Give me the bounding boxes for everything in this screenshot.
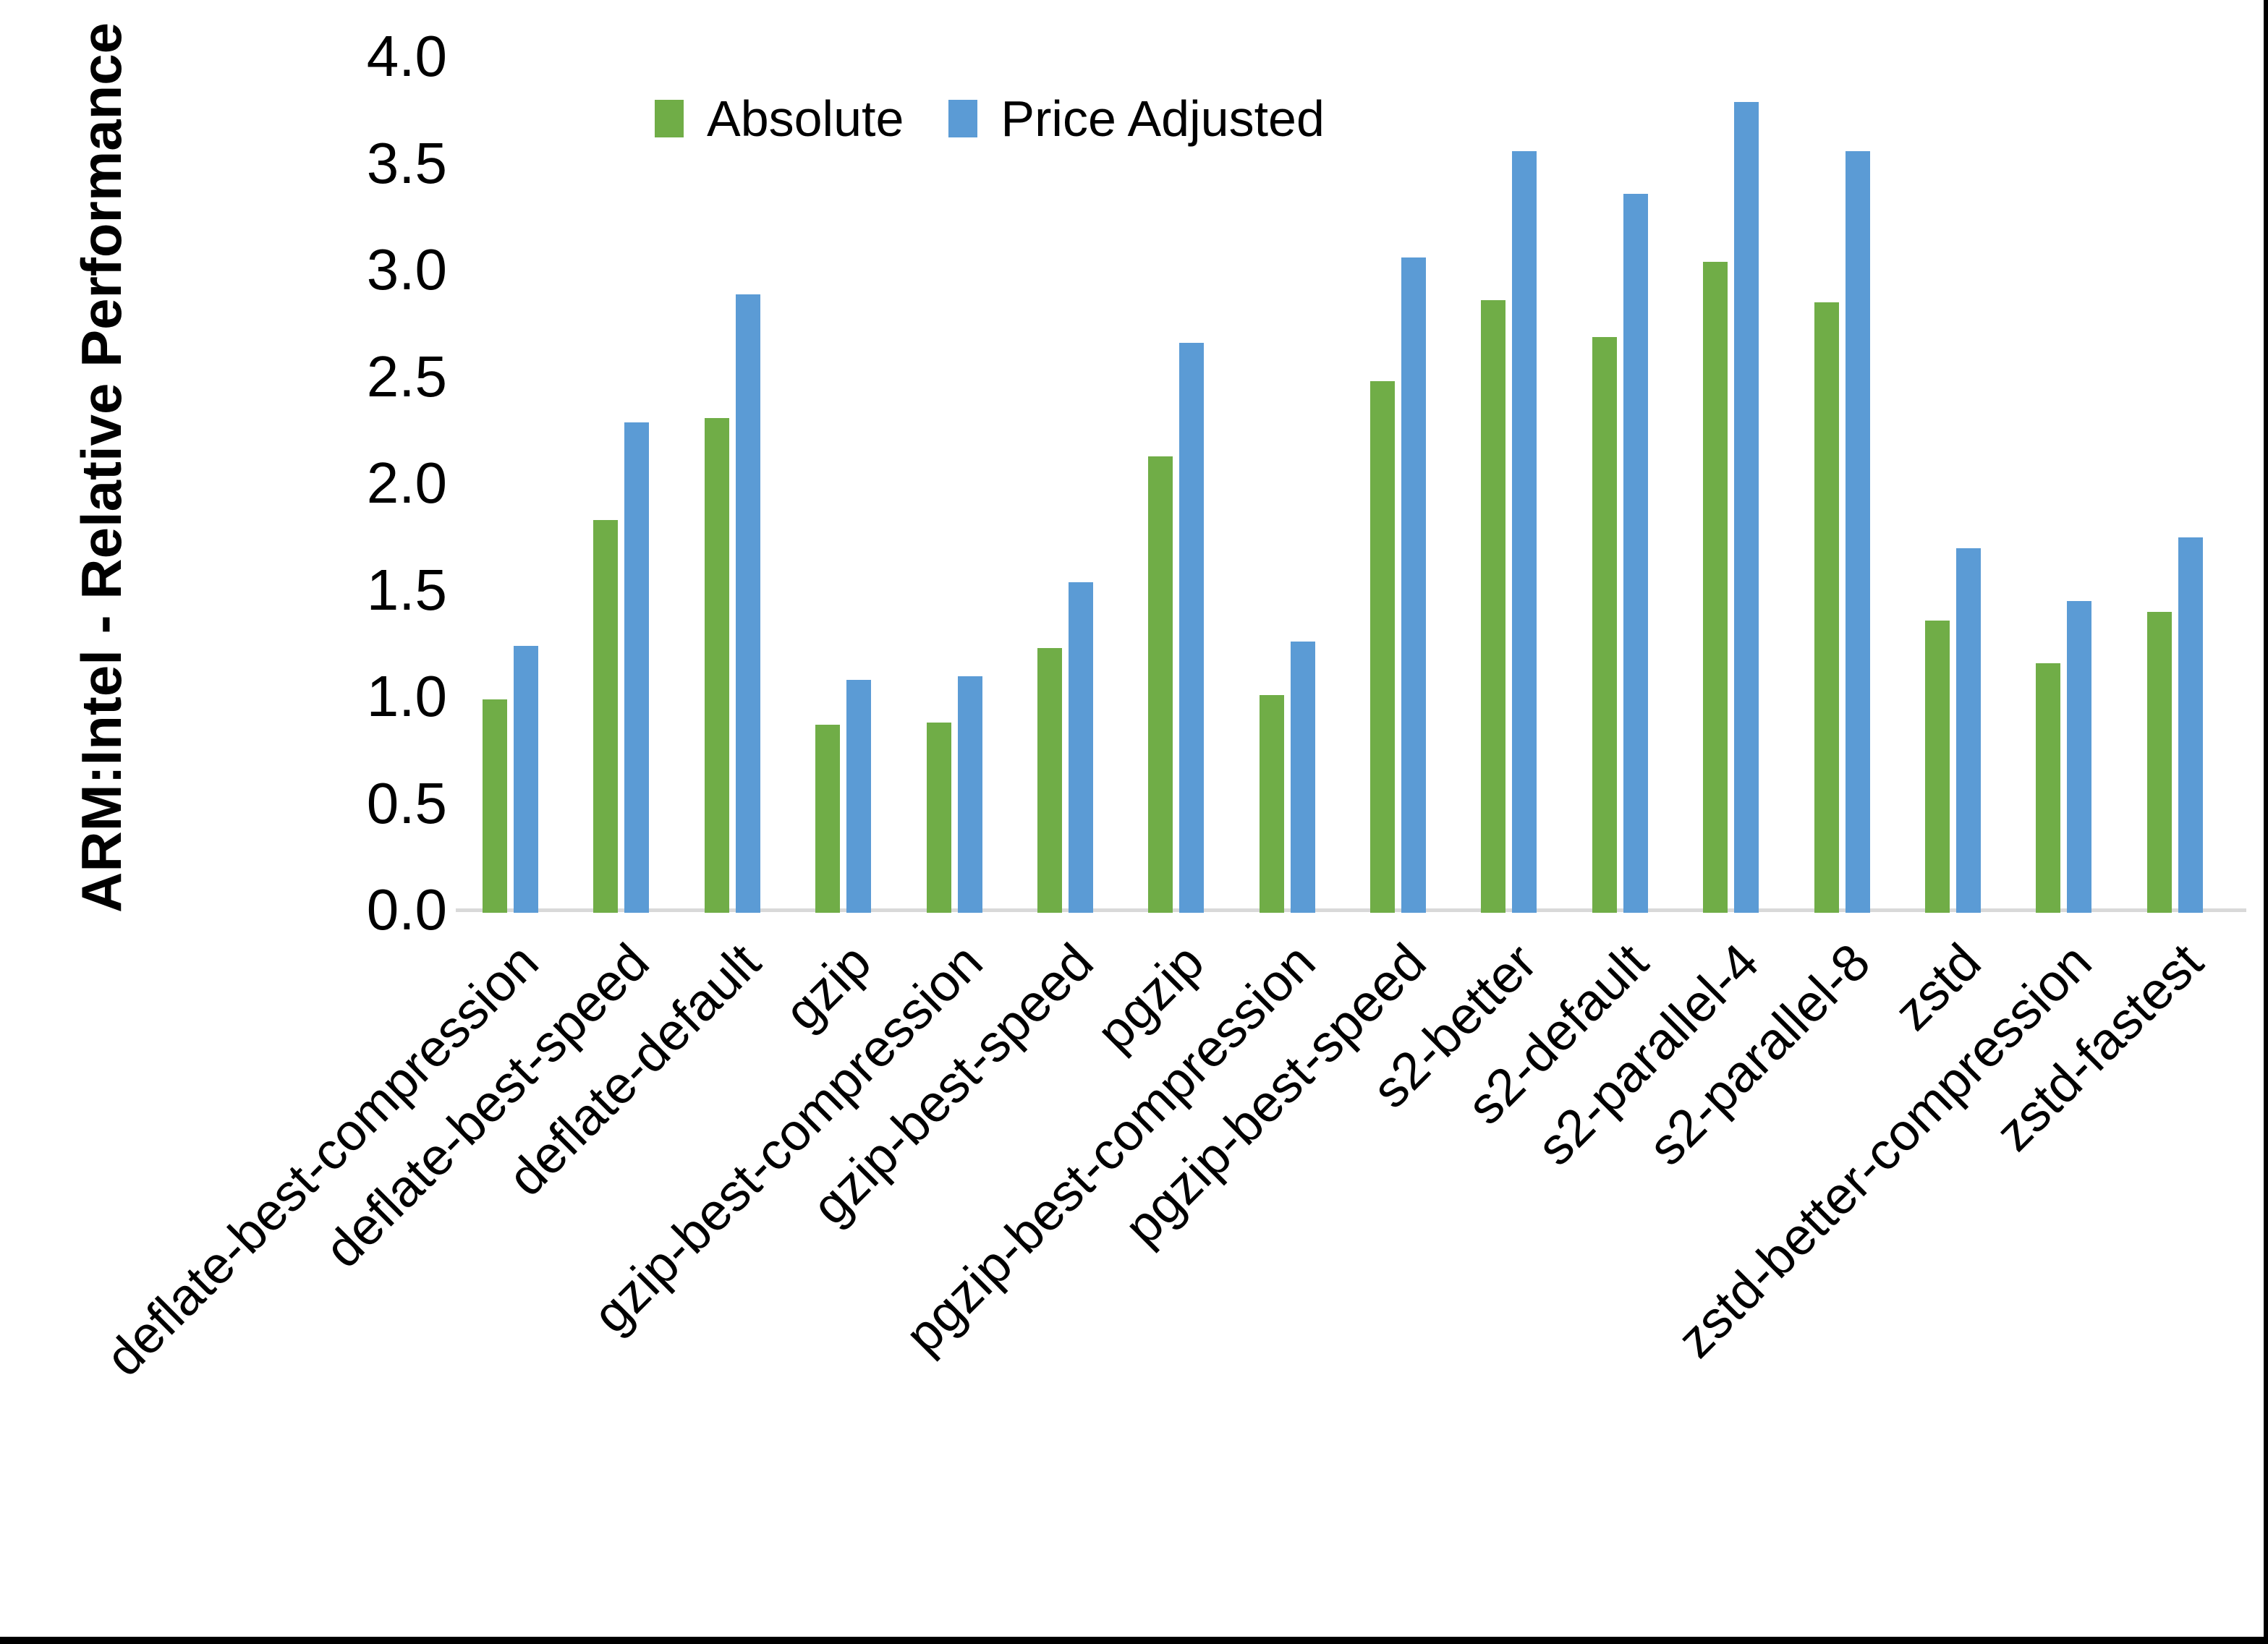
y-axis-title: ARM:Intel - Relative Performance xyxy=(69,22,133,913)
bar-absolute-deflate-default xyxy=(704,417,729,913)
bar-absolute-gzip-best-speed xyxy=(1037,648,1062,913)
bar-price-adjusted-gzip-best-speed xyxy=(1068,582,1093,913)
bar-price-adjusted-gzip xyxy=(846,680,872,913)
y-tick-label-1.5: 1.5 xyxy=(366,557,447,622)
image-bottom-border xyxy=(0,1637,2268,1644)
y-tick-label-0.0: 0.0 xyxy=(366,877,447,942)
bar-absolute-deflate-best-speed xyxy=(593,520,619,913)
bar-price-adjusted-pgzip-best-compression xyxy=(1290,642,1315,913)
y-tick-label-2.5: 2.5 xyxy=(366,344,447,409)
bar-absolute-s2-better xyxy=(1481,300,1506,913)
bar-price-adjusted-zstd xyxy=(1955,548,1981,913)
x-axis-line xyxy=(456,908,2246,912)
bar-price-adjusted-s2-default xyxy=(1623,193,1648,913)
bar-absolute-zstd xyxy=(1924,620,1950,913)
bar-price-adjusted-pgzip xyxy=(1179,343,1205,913)
y-tick-label-1.0: 1.0 xyxy=(366,664,447,728)
bar-absolute-deflate-best-compression xyxy=(483,699,507,913)
bar-absolute-zstd-better-compression xyxy=(2036,663,2061,913)
bar-price-adjusted-deflate-best-speed xyxy=(624,422,650,913)
bar-price-adjusted-gzip-best-compression xyxy=(957,676,982,913)
y-tick-label-2.0: 2.0 xyxy=(366,451,447,515)
bar-price-adjusted-s2-parallel-4 xyxy=(1734,102,1759,913)
bar-absolute-zstd-fastest xyxy=(2146,612,2172,913)
y-tick-label-3.5: 3.5 xyxy=(366,130,447,195)
legend-label: Absolute xyxy=(707,90,904,147)
bar-price-adjusted-deflate-best-compression xyxy=(514,646,538,913)
bar-price-adjusted-zstd-better-compression xyxy=(2067,601,2092,913)
bar-price-adjusted-deflate-default xyxy=(735,294,760,913)
image-right-border xyxy=(2264,0,2268,1644)
legend-swatch-icon xyxy=(948,100,978,137)
legend-item-price-adjusted: Price Adjusted xyxy=(948,90,1325,147)
bar-absolute-s2-default xyxy=(1592,336,1617,913)
bar-absolute-gzip xyxy=(815,725,841,913)
legend-label: Price Adjusted xyxy=(1001,90,1325,147)
bar-price-adjusted-s2-parallel-8 xyxy=(1845,150,1870,913)
bar-absolute-pgzip xyxy=(1148,456,1173,913)
y-tick-label-4.0: 4.0 xyxy=(366,24,447,88)
bar-absolute-s2-parallel-8 xyxy=(1814,302,1839,913)
legend-swatch-icon xyxy=(655,100,684,137)
y-tick-label-0.5: 0.5 xyxy=(366,770,447,835)
bar-absolute-pgzip-best-compression xyxy=(1259,695,1284,913)
bar-price-adjusted-s2-better xyxy=(1512,150,1537,913)
bar-absolute-gzip-best-compression xyxy=(926,723,951,913)
bar-price-adjusted-pgzip-best-speed xyxy=(1401,257,1426,913)
bar-absolute-s2-parallel-4 xyxy=(1703,262,1728,913)
legend: Absolute Price Adjusted xyxy=(655,93,1325,145)
bar-price-adjusted-zstd-fastest xyxy=(2178,537,2203,913)
bar-absolute-pgzip-best-speed xyxy=(1370,381,1395,913)
y-tick-label-3.0: 3.0 xyxy=(366,237,447,302)
legend-item-absolute: Absolute xyxy=(655,93,904,145)
